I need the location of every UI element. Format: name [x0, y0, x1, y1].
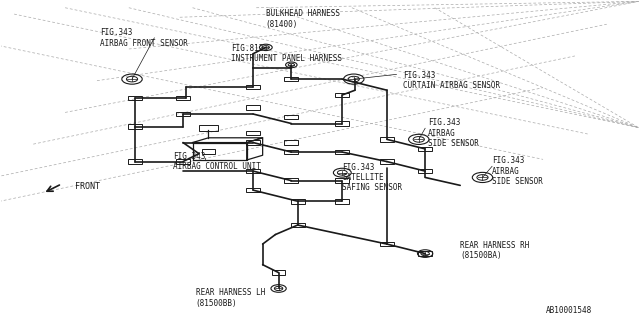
Text: AB10001548: AB10001548	[546, 306, 593, 315]
Text: FIG.812
INSTRUMENT PANEL HARNESS: FIG.812 INSTRUMENT PANEL HARNESS	[231, 44, 342, 63]
Text: FIG.343
AIRBAG
SIDE SENSOR: FIG.343 AIRBAG SIDE SENSOR	[492, 156, 543, 186]
Text: FIG.343
AIRBAG CONTROL UNIT: FIG.343 AIRBAG CONTROL UNIT	[173, 152, 261, 171]
Text: FIG.343
AIRBAG FRONT SENSOR: FIG.343 AIRBAG FRONT SENSOR	[100, 28, 188, 48]
Text: BULKHEAD HARNESS
(81400): BULKHEAD HARNESS (81400)	[266, 9, 340, 28]
Text: FIG.343
CURTAIN AIRBAG SENSOR: FIG.343 CURTAIN AIRBAG SENSOR	[403, 71, 500, 90]
Text: REAR HARNESS RH
(81500BA): REAR HARNESS RH (81500BA)	[460, 241, 529, 260]
Text: FIG.343
AIRBAG
SIDE SENSOR: FIG.343 AIRBAG SIDE SENSOR	[428, 118, 479, 148]
Text: FRONT: FRONT	[75, 182, 100, 191]
Text: REAR HARNESS LH
(81500BB): REAR HARNESS LH (81500BB)	[196, 288, 265, 308]
Text: FIG.343
SATELLITE
SAFING SENSOR: FIG.343 SATELLITE SAFING SENSOR	[342, 163, 403, 192]
